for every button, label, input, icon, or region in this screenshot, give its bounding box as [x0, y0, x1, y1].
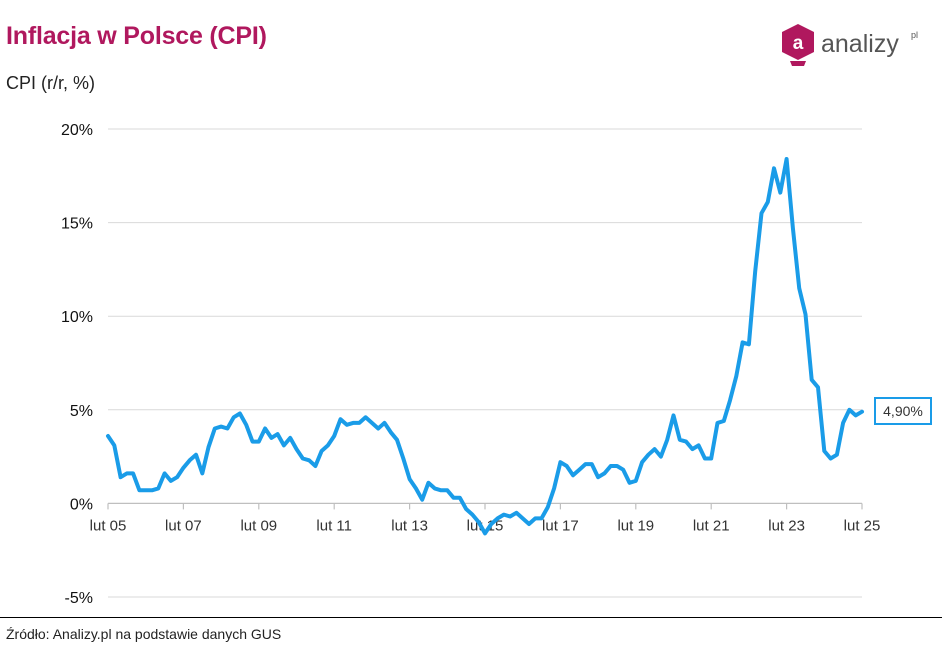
logo-superscript: pl	[911, 30, 919, 40]
series-layer	[106, 157, 864, 536]
chart-title: Inflacja w Polsce (CPI)	[6, 22, 267, 50]
y-tick-label: 15%	[61, 216, 93, 233]
x-tick-label: lut 11	[316, 517, 352, 534]
x-tick-label: lut 19	[617, 517, 654, 534]
x-tick-label: lut 13	[391, 517, 428, 534]
x-tick-label: lut 21	[693, 517, 730, 534]
y-tick-label: 20%	[61, 122, 93, 139]
logo-text: analizy	[821, 30, 899, 58]
x-tick-label: lut 07	[165, 517, 202, 534]
last-value-callout: 4,90%	[874, 397, 932, 425]
x-tick-label: lut 17	[542, 517, 579, 534]
y-tick-label: 0%	[70, 496, 93, 513]
x-tick-label: lut 25	[844, 517, 881, 534]
grid-lines	[108, 128, 862, 598]
x-tick-label: lut 05	[90, 517, 127, 534]
y-tick-label: 5%	[70, 403, 93, 420]
x-axis: lut 05 lut 07 lut 09 lut 11 lut 13 lut 15 lut …	[90, 502, 881, 534]
cpi-series-line	[106, 157, 864, 536]
source-note: Źródło: Analizy.pl na podstawie danych G…	[6, 626, 282, 642]
analizy-logo-icon: a	[782, 24, 814, 66]
y-tick-label: 10%	[61, 309, 93, 326]
x-tick-label: lut 09	[240, 517, 277, 534]
footer-divider	[0, 617, 942, 618]
chart-subtitle: CPI (r/r, %)	[6, 73, 95, 93]
y-axis-ticks: 20% 15% 10% 5% 0% -5%	[61, 122, 93, 607]
logo-letter: a	[793, 33, 804, 54]
y-tick-label: -5%	[65, 590, 93, 607]
x-tick-label: lut 23	[768, 517, 805, 534]
